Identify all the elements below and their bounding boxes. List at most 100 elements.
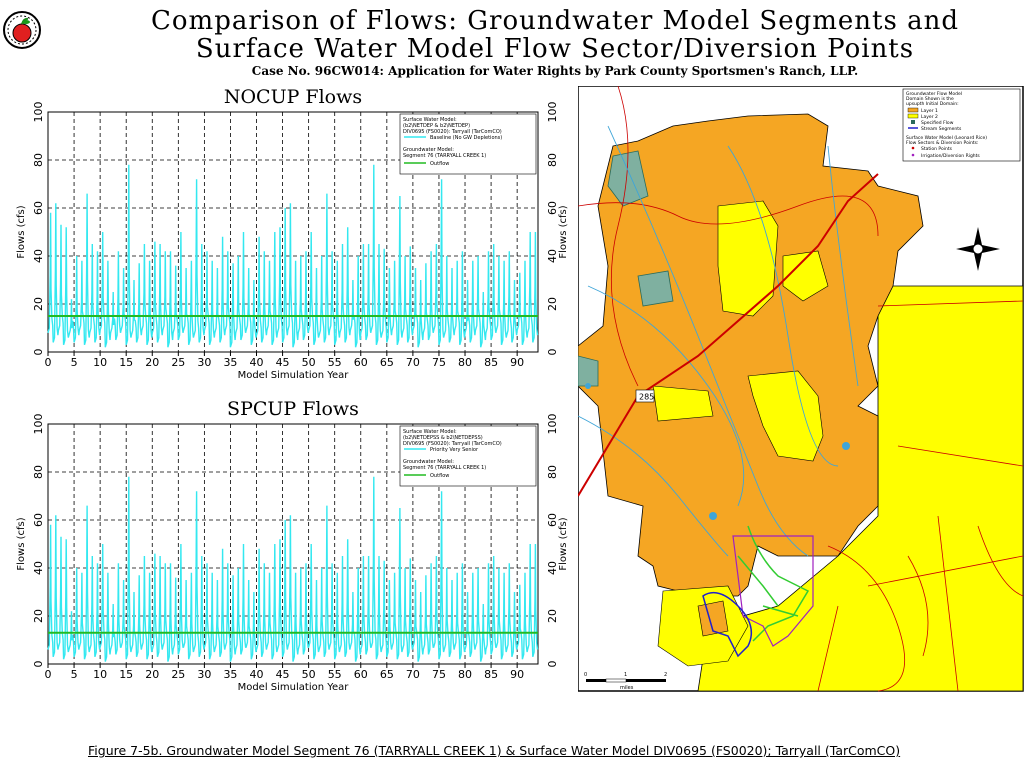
scale-unit: miles xyxy=(620,685,634,691)
x-tick-label: 45 xyxy=(276,356,290,369)
y-tick-label-left: 80 xyxy=(32,465,45,479)
x-tick-label: 55 xyxy=(328,668,342,681)
x-tick-label: 10 xyxy=(93,668,107,681)
x-tick-label: 90 xyxy=(510,356,524,369)
map-legend-sw-heading1: Surface Water Model (Leonard Rice) xyxy=(906,135,987,141)
chart-legend: Surface Water Model:(b2\NETDEP & b2\NETD… xyxy=(399,113,537,175)
x-tick-label: 65 xyxy=(380,668,394,681)
x-tick-label: 40 xyxy=(250,668,264,681)
legend-series-outflow: Outflow xyxy=(430,161,449,167)
y-axis-label-right: Flows (cfs) xyxy=(558,517,569,570)
y-tick-label-right: 80 xyxy=(546,153,559,167)
main-title-line2: Surface Water Model Flow Sector/Diversio… xyxy=(195,34,915,64)
layer2-island-3 xyxy=(652,385,714,422)
x-axis-label: Model Simulation Year xyxy=(238,682,350,693)
map-legend-specified-flow: Specified Flow xyxy=(921,120,954,126)
y-axis-label-left: Flows (cfs) xyxy=(16,205,27,258)
compass-rose-icon xyxy=(956,227,1000,271)
chart-title-spcup: SPCUP Flows xyxy=(227,398,359,420)
legend-surface-heading3: DIV0695 (FS0020): Tarryall (TarComCO) xyxy=(403,129,502,135)
x-tick-label: 5 xyxy=(71,356,78,369)
x-tick-label: 30 xyxy=(197,356,211,369)
y-tick-label-left: 20 xyxy=(32,609,45,623)
map-legend xyxy=(902,88,1021,162)
plot-frame xyxy=(47,423,539,665)
y-tick-label-right: 100 xyxy=(546,414,559,435)
legend-surface-heading1: Surface Water Model: xyxy=(403,429,457,435)
legend-surface-heading2: (b2\NETDEPSS & b2\NETDEPSS) xyxy=(403,435,483,441)
apple-logo xyxy=(3,11,41,49)
legend-box xyxy=(399,425,537,487)
main-title-line1: Comparison of Flows: Groundwater Model S… xyxy=(151,6,959,36)
x-tick-label: 20 xyxy=(145,356,159,369)
y-tick-label-left: 40 xyxy=(32,249,45,263)
y-tick-label-left: 0 xyxy=(32,661,45,668)
x-tick-label: 65 xyxy=(380,356,394,369)
y-tick-label-right: 100 xyxy=(546,102,559,123)
map-legend-sw-heading2: Flow Sectors & Diversion Points: xyxy=(906,140,979,146)
x-tick-label: 60 xyxy=(354,356,368,369)
x-tick-label: 20 xyxy=(145,668,159,681)
x-tick-label: 5 xyxy=(71,668,78,681)
map-legend-stream-segments: Stream Segments xyxy=(921,126,962,132)
x-tick-label: 85 xyxy=(484,668,498,681)
map-legend-station-points: Station Points xyxy=(921,146,953,152)
stream-lines xyxy=(578,125,859,557)
layer2-island-1 xyxy=(717,200,779,317)
scale-tick-2: 2 xyxy=(664,672,667,678)
scale-tick-1: 1 xyxy=(624,672,627,678)
layer2-island-2 xyxy=(747,370,824,462)
y-tick-label-right: 60 xyxy=(546,201,559,215)
x-tick-label: 15 xyxy=(119,668,133,681)
map-legend-heading1: Groundwater Flow Model xyxy=(906,91,962,97)
y-tick-label-right: 20 xyxy=(546,297,559,311)
x-tick-label: 85 xyxy=(484,356,498,369)
y-tick-label-left: 0 xyxy=(32,349,45,356)
y-tick-label-left: 60 xyxy=(32,201,45,215)
y-tick-label-left: 100 xyxy=(32,102,45,123)
map-legend-heading2: Domain Shown is the xyxy=(906,96,954,102)
legend-surface-heading1: Surface Water Model: xyxy=(403,117,457,123)
y-tick-label-left: 20 xyxy=(32,297,45,311)
x-tick-label: 30 xyxy=(197,668,211,681)
specified-flow-area-3 xyxy=(578,355,599,387)
y-axis-label-right: Flows (cfs) xyxy=(558,205,569,258)
legend-gw-heading2: Segment 76 (TARRYALL CREEK 1) xyxy=(403,153,486,159)
x-tick-label: 70 xyxy=(406,356,420,369)
x-tick-label: 75 xyxy=(432,668,446,681)
scale-bar: 0 1 2 miles xyxy=(584,672,667,691)
chart-legend: Surface Water Model:(b2\NETDEPSS & b2\NE… xyxy=(399,425,537,487)
x-axis-label: Model Simulation Year xyxy=(238,370,350,381)
map-legend-layer1: Layer 1 xyxy=(921,108,938,114)
x-tick-label: 50 xyxy=(302,356,316,369)
y-tick-label-right: 0 xyxy=(546,661,559,668)
y-tick-label-right: 80 xyxy=(546,465,559,479)
x-tick-label: 55 xyxy=(328,356,342,369)
legend-series-flow: Priority Very Senior xyxy=(430,447,479,453)
layer1-south-lobe xyxy=(697,600,729,637)
legend-series-flow: Baseline (No GW Depletions) xyxy=(430,135,502,141)
legend-surface-heading3: DIV0695 (FS0020): Tarryall (TarComCO) xyxy=(403,441,502,447)
specified-flow-area-2 xyxy=(637,270,674,307)
series-line-flow xyxy=(47,476,539,662)
legend-gw-heading1: Groundwater Model: xyxy=(403,459,454,465)
y-tick-label-right: 60 xyxy=(546,513,559,527)
y-tick-label-left: 100 xyxy=(32,414,45,435)
layer1-domain xyxy=(578,113,924,597)
map-legend-irrigation: Irrigation/Diversion Rights xyxy=(921,153,980,159)
x-tick-label: 80 xyxy=(458,356,472,369)
scale-tick-0: 0 xyxy=(584,672,587,678)
map-legend-layer2: Layer 2 xyxy=(921,114,938,120)
legend-surface-heading2: (b2\NETDEP & b2\NETDEP) xyxy=(403,123,470,129)
spcup-chart: 0 5 10 15 20 25 30 35 40 45 50 55 60 65 70 75 80 85 900 020… xyxy=(16,414,569,694)
y-tick-label-left: 60 xyxy=(32,513,45,527)
groundwater-domain-map: 285 Groundwater Flow Model Domain Shown … xyxy=(578,86,1024,692)
x-tick-label: 10 xyxy=(93,356,107,369)
x-tick-label: 0 xyxy=(45,668,52,681)
x-tick-label: 75 xyxy=(432,356,446,369)
figure-caption: Figure 7-5b. Groundwater Model Segment 7… xyxy=(88,743,901,758)
y-tick-label-left: 40 xyxy=(32,561,45,575)
series-line-flow xyxy=(47,164,539,348)
x-tick-label: 90 xyxy=(510,668,524,681)
chart-title-nocup: NOCUP Flows xyxy=(223,86,363,108)
